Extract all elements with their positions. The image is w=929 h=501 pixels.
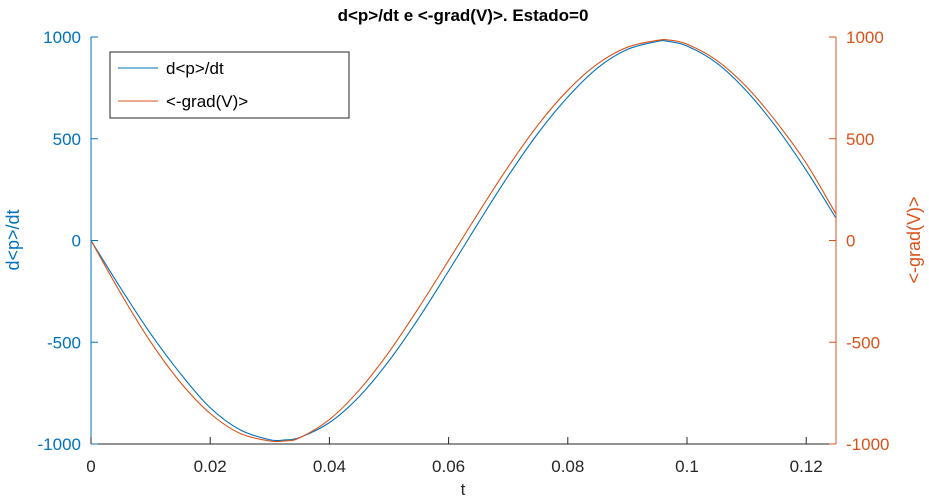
x-tick-label: 0.1 xyxy=(675,457,699,476)
right-y-tick-label: 1000 xyxy=(846,28,884,47)
left-y-tick-label: -1000 xyxy=(38,435,81,454)
right-y-tick-label: 500 xyxy=(846,130,874,149)
x-tick-label: 0.12 xyxy=(790,457,823,476)
left-y-tick-label: 0 xyxy=(72,232,81,251)
x-tick-label: 0.08 xyxy=(551,457,584,476)
right-y-tick-label: -1000 xyxy=(846,435,889,454)
x-tick-label: 0.02 xyxy=(194,457,227,476)
legend-label-dpdt: d<p>/dt xyxy=(166,59,224,78)
right-y-tick-label: -500 xyxy=(846,333,880,352)
left-y-axis-ticks: -1000 -500 0 500 1000 xyxy=(38,28,98,454)
series-layer xyxy=(90,39,837,443)
right-y-tick-label: 0 xyxy=(846,232,855,251)
left-y-tick-label: 500 xyxy=(53,130,81,149)
legend: d<p>/dt <-grad(V)> xyxy=(109,51,350,119)
series-line-grad-v xyxy=(90,39,837,443)
legend-label-grad-v: <-grad(V)> xyxy=(166,92,248,111)
left-y-tick-label: 1000 xyxy=(43,28,81,47)
x-axis-ticks: 0 0.02 0.04 0.06 0.08 0.1 0.12 xyxy=(86,437,823,476)
legend-box xyxy=(109,51,350,119)
x-tick-label: 0 xyxy=(86,457,95,476)
x-tick-label: 0.06 xyxy=(432,457,465,476)
chart-title: d<p>/dt e <-grad(V)>. Estado=0 xyxy=(338,6,589,25)
x-axis-label: t xyxy=(461,480,466,499)
x-tick-label: 0.04 xyxy=(313,457,346,476)
left-y-axis-label: d<p>/dt xyxy=(3,209,23,270)
series-line-dpdt xyxy=(90,39,837,442)
right-y-axis-label: <-grad(V)> xyxy=(904,196,924,283)
right-y-axis-ticks: -1000 -500 0 500 1000 xyxy=(829,28,889,454)
left-y-tick-label: -500 xyxy=(47,333,81,352)
